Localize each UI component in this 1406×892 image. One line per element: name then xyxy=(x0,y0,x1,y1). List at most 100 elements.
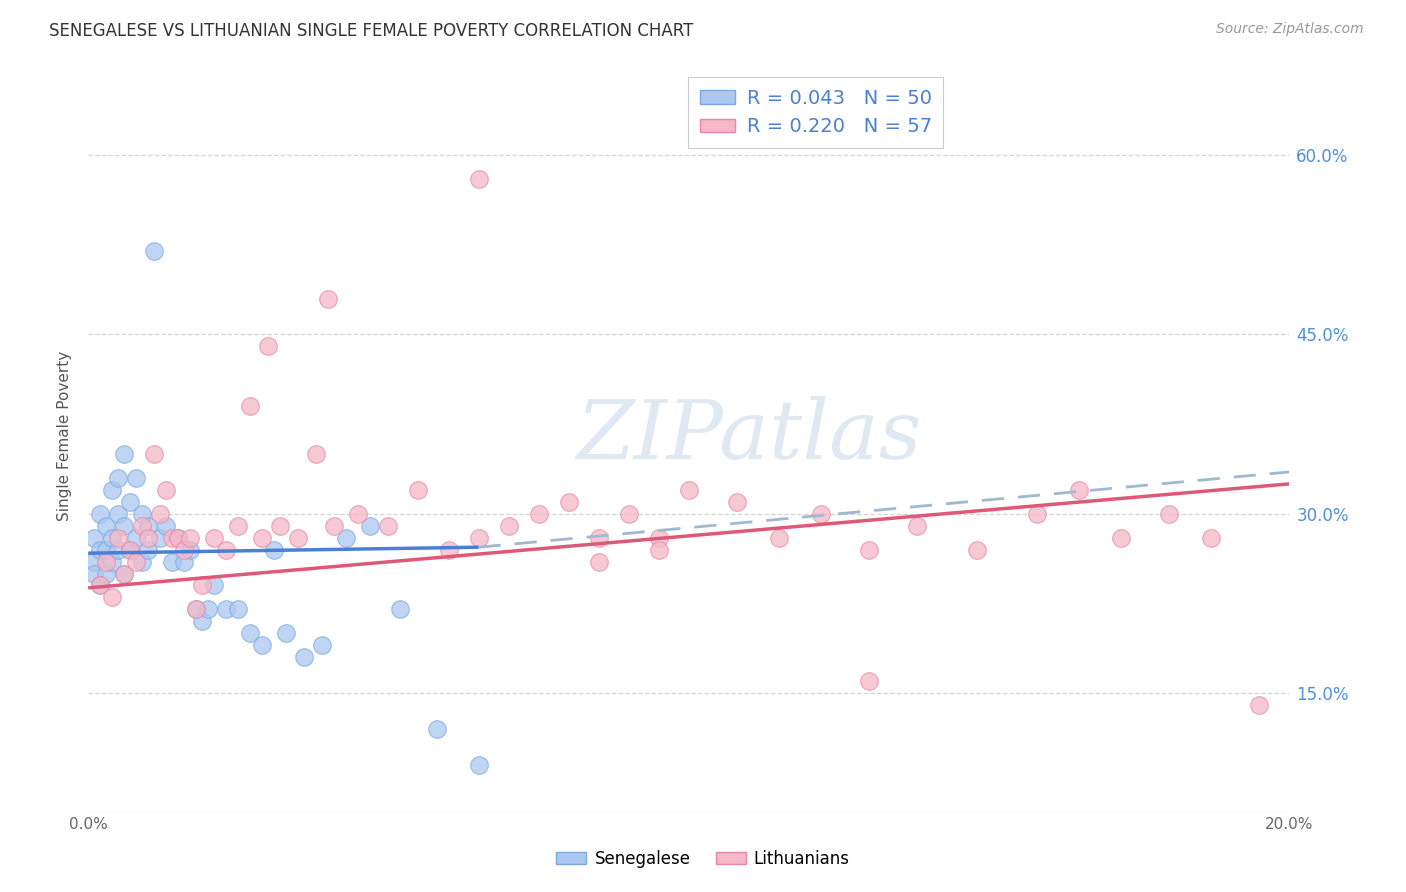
Point xyxy=(186,602,208,616)
Point xyxy=(112,566,135,581)
Y-axis label: Single Female Poverty: Single Female Poverty xyxy=(58,351,72,521)
Point xyxy=(101,483,124,497)
Point xyxy=(1026,507,1049,521)
Point xyxy=(648,531,671,545)
Point xyxy=(467,757,489,772)
Point xyxy=(527,507,550,521)
Point xyxy=(1069,483,1091,497)
Point xyxy=(167,531,190,545)
Point xyxy=(131,555,153,569)
Point xyxy=(83,531,105,545)
Point xyxy=(252,638,274,652)
Point xyxy=(557,495,579,509)
Point xyxy=(215,602,238,616)
Point xyxy=(191,615,214,629)
Point xyxy=(83,555,105,569)
Point xyxy=(136,531,159,545)
Point xyxy=(186,602,208,616)
Point xyxy=(377,518,399,533)
Point xyxy=(96,555,118,569)
Point xyxy=(226,602,249,616)
Point xyxy=(678,483,700,497)
Point xyxy=(215,542,238,557)
Point xyxy=(143,244,166,258)
Point xyxy=(112,447,135,461)
Text: SENEGALESE VS LITHUANIAN SINGLE FEMALE POVERTY CORRELATION CHART: SENEGALESE VS LITHUANIAN SINGLE FEMALE P… xyxy=(49,22,693,40)
Point xyxy=(588,531,610,545)
Point xyxy=(347,507,370,521)
Point xyxy=(858,542,880,557)
Legend: R = 0.043   N = 50, R = 0.220   N = 57: R = 0.043 N = 50, R = 0.220 N = 57 xyxy=(688,77,943,148)
Point xyxy=(858,674,880,689)
Point xyxy=(239,399,262,413)
Point xyxy=(263,542,285,557)
Point xyxy=(966,542,988,557)
Point xyxy=(335,531,357,545)
Point xyxy=(617,507,640,521)
Point xyxy=(131,507,153,521)
Point xyxy=(112,566,135,581)
Point xyxy=(359,518,381,533)
Point xyxy=(96,518,118,533)
Point xyxy=(1249,698,1271,712)
Point xyxy=(311,638,333,652)
Point xyxy=(1109,531,1132,545)
Point xyxy=(125,555,148,569)
Point xyxy=(323,518,346,533)
Point xyxy=(305,447,328,461)
Point xyxy=(107,542,129,557)
Point xyxy=(252,531,274,545)
Point xyxy=(107,531,129,545)
Point xyxy=(408,483,430,497)
Point xyxy=(125,531,148,545)
Point xyxy=(96,566,118,581)
Legend: Senegalese, Lithuanians: Senegalese, Lithuanians xyxy=(550,844,856,875)
Point xyxy=(287,531,309,545)
Point xyxy=(197,602,219,616)
Point xyxy=(107,507,129,521)
Point xyxy=(149,507,172,521)
Point xyxy=(149,531,172,545)
Point xyxy=(191,578,214,592)
Point xyxy=(467,172,489,186)
Point xyxy=(101,591,124,605)
Point xyxy=(1159,507,1181,521)
Point xyxy=(725,495,748,509)
Point xyxy=(226,518,249,533)
Point xyxy=(292,650,315,665)
Point xyxy=(162,531,184,545)
Point xyxy=(167,531,190,545)
Point xyxy=(239,626,262,640)
Point xyxy=(143,447,166,461)
Point xyxy=(269,518,291,533)
Point xyxy=(318,292,340,306)
Point xyxy=(155,518,177,533)
Point xyxy=(173,555,195,569)
Point xyxy=(173,542,195,557)
Point xyxy=(83,566,105,581)
Point xyxy=(89,542,111,557)
Point xyxy=(389,602,412,616)
Point xyxy=(120,495,142,509)
Text: Source: ZipAtlas.com: Source: ZipAtlas.com xyxy=(1216,22,1364,37)
Point xyxy=(136,518,159,533)
Point xyxy=(202,578,225,592)
Point xyxy=(107,471,129,485)
Point xyxy=(202,531,225,545)
Point xyxy=(179,542,201,557)
Point xyxy=(155,483,177,497)
Point xyxy=(257,339,280,353)
Point xyxy=(120,542,142,557)
Point xyxy=(136,542,159,557)
Point xyxy=(179,531,201,545)
Point xyxy=(768,531,790,545)
Point xyxy=(437,542,460,557)
Point xyxy=(276,626,298,640)
Point xyxy=(498,518,520,533)
Point xyxy=(89,578,111,592)
Point xyxy=(101,555,124,569)
Point xyxy=(425,722,447,736)
Point xyxy=(120,542,142,557)
Point xyxy=(588,555,610,569)
Point xyxy=(112,518,135,533)
